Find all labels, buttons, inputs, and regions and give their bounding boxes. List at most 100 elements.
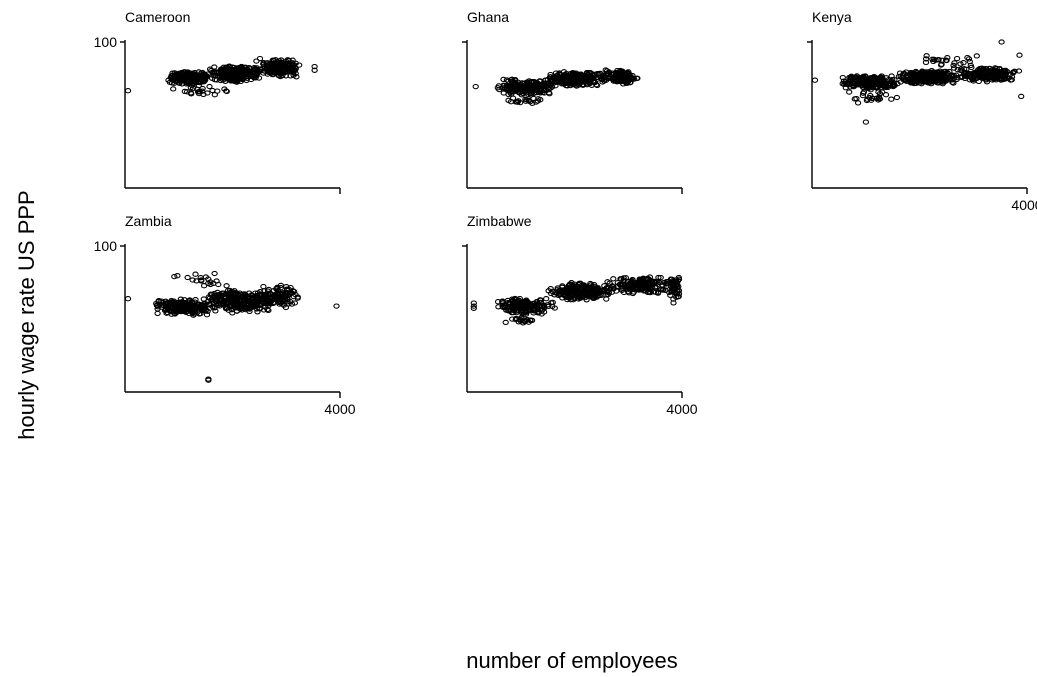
data-point — [533, 87, 541, 93]
data-point — [260, 60, 267, 66]
data-point — [585, 77, 592, 83]
data-point — [507, 77, 515, 83]
data-point — [189, 277, 196, 283]
data-point — [223, 305, 230, 311]
data-point — [211, 64, 218, 70]
data-point — [552, 83, 559, 89]
data-point — [922, 56, 930, 62]
data-point — [538, 311, 545, 317]
data-point — [509, 316, 516, 322]
data-point — [617, 276, 624, 282]
data-point — [1011, 68, 1018, 74]
data-point — [158, 298, 165, 304]
data-point — [944, 55, 951, 61]
data-point — [523, 79, 531, 85]
data-point — [620, 74, 627, 80]
data-point — [278, 67, 285, 73]
data-point — [192, 308, 199, 315]
data-point — [124, 88, 132, 94]
data-point — [277, 282, 285, 289]
data-point — [180, 307, 188, 313]
data-point — [470, 300, 477, 306]
data-point — [1008, 77, 1015, 83]
panel: Ghana — [462, 9, 683, 194]
data-point — [560, 78, 567, 85]
data-point — [998, 39, 1005, 45]
panel-title: Kenya — [812, 9, 852, 25]
data-point — [867, 92, 874, 99]
x-tick-label: 4000 — [666, 401, 697, 417]
data-point — [670, 300, 677, 306]
data-point — [511, 80, 518, 86]
data-point — [886, 82, 893, 88]
data-point — [519, 320, 527, 326]
data-point — [232, 290, 239, 296]
data-point — [285, 61, 292, 67]
data-point — [199, 307, 207, 313]
data-point — [631, 76, 638, 82]
data-point — [237, 73, 244, 79]
data-point — [171, 70, 178, 76]
data-point — [630, 283, 637, 289]
data-point — [524, 304, 531, 311]
data-point — [211, 305, 218, 311]
data-point — [664, 279, 671, 285]
data-point — [261, 296, 269, 302]
data-point — [286, 68, 293, 74]
data-point — [182, 69, 189, 75]
data-point — [896, 70, 904, 76]
data-point — [672, 285, 679, 291]
data-point — [223, 283, 230, 289]
data-point — [182, 76, 189, 82]
x-axis-label: number of employees — [466, 648, 678, 673]
data-point — [551, 292, 558, 298]
data-point — [219, 299, 226, 305]
data-point — [531, 305, 539, 312]
data-point — [545, 90, 553, 96]
data-point — [223, 75, 230, 82]
data-point — [191, 78, 199, 85]
data-point — [862, 119, 870, 125]
data-point — [287, 284, 294, 291]
data-point — [256, 66, 264, 72]
data-point — [188, 91, 195, 97]
y-tick-label: 100 — [94, 34, 118, 50]
data-point — [547, 74, 555, 80]
data-point — [211, 69, 218, 75]
data-point — [265, 69, 272, 75]
data-point — [242, 306, 249, 313]
data-point — [857, 78, 864, 84]
data-point — [847, 76, 854, 82]
data-point — [170, 298, 177, 304]
data-point — [645, 280, 652, 287]
data-point — [568, 280, 575, 286]
data-point — [873, 95, 880, 101]
data-point — [951, 60, 958, 66]
data-point — [950, 65, 958, 71]
data-point — [863, 97, 871, 104]
data-point — [196, 75, 203, 81]
data-point — [526, 99, 534, 105]
data-point — [494, 299, 502, 305]
data-point — [1004, 69, 1011, 75]
data-point — [979, 73, 986, 80]
panel-title: Zambia — [125, 213, 172, 229]
data-point — [675, 274, 682, 281]
data-point — [860, 90, 867, 96]
data-point — [542, 77, 549, 83]
data-point — [197, 275, 204, 281]
data-point — [265, 286, 272, 293]
data-point — [178, 76, 185, 83]
data-point — [290, 72, 297, 78]
data-point — [153, 300, 160, 307]
data-point — [597, 289, 604, 295]
data-point — [627, 75, 634, 82]
data-point — [629, 276, 636, 283]
data-point — [311, 67, 318, 73]
data-point — [253, 306, 260, 312]
data-point — [947, 75, 954, 81]
data-point — [847, 74, 854, 80]
data-point — [549, 303, 556, 310]
data-point — [470, 305, 477, 311]
